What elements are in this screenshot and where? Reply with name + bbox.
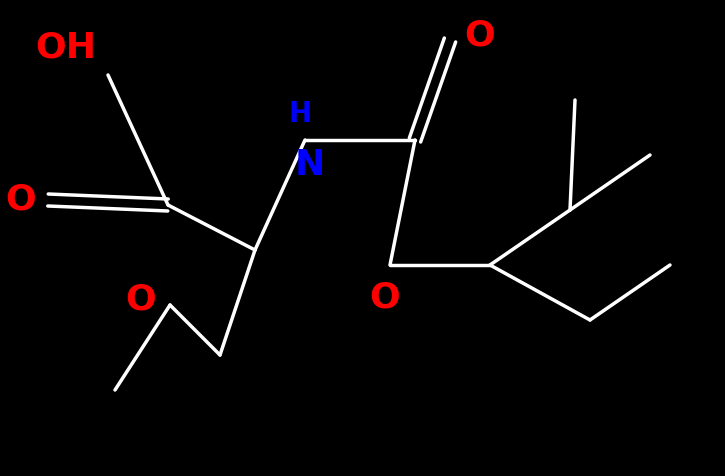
Text: O: O	[370, 280, 400, 314]
Text: O: O	[5, 183, 36, 217]
Text: O: O	[464, 18, 494, 52]
Text: OH: OH	[35, 31, 96, 65]
Text: O: O	[125, 283, 156, 317]
Text: H: H	[289, 100, 312, 128]
Text: N: N	[295, 148, 326, 182]
